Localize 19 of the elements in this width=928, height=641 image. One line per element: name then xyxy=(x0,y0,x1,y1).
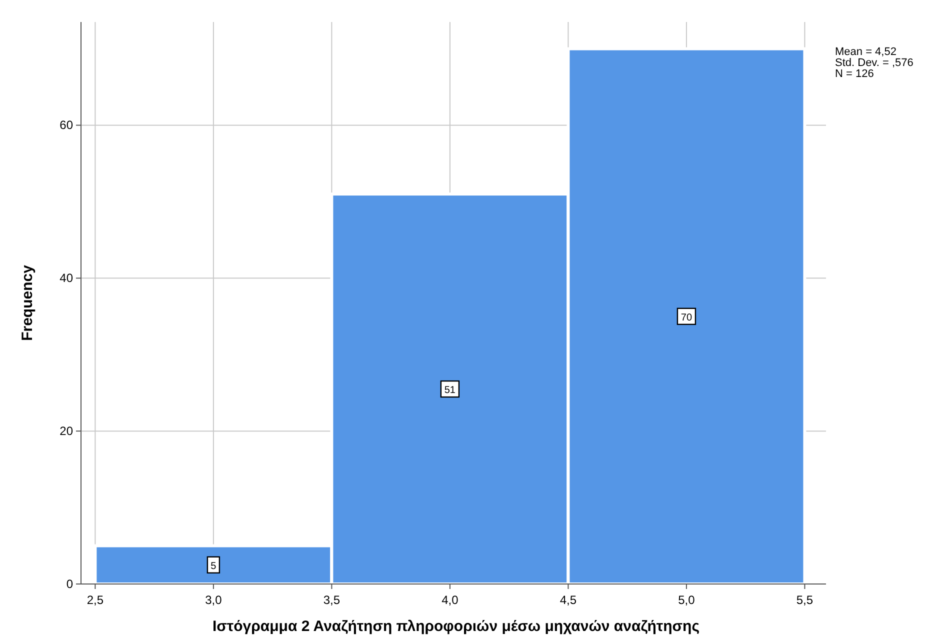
data-label: 70 xyxy=(680,312,692,324)
y-tick-label: 40 xyxy=(60,271,74,286)
text: Mean = 4,52 xyxy=(835,46,896,58)
x-tick-label: 5,0 xyxy=(678,593,696,607)
x-tick-label: 2,5 xyxy=(86,593,104,607)
y-tick-label: 20 xyxy=(60,424,74,438)
x-tick-label: 3,5 xyxy=(323,593,340,607)
text: Std. Dev. = ,576 xyxy=(835,57,914,69)
x-tick-label: 4,5 xyxy=(560,593,577,607)
y-tick-label: 0 xyxy=(66,577,74,591)
text: N = 126 xyxy=(835,68,874,80)
data-label: 5 xyxy=(210,560,217,572)
x-axis-title: Ιστόγραμμα 2 Αναζήτηση πληροφοριών μέσω μηχανών αναζήτησης xyxy=(212,618,700,635)
x-tick-label: 5,5 xyxy=(796,593,814,607)
y-axis-title: Frequency xyxy=(19,264,36,341)
data-label: 51 xyxy=(444,385,456,396)
y-tick-label: 60 xyxy=(60,118,74,132)
x-tick-label: 3,0 xyxy=(205,593,222,607)
x-tick-label: 4,0 xyxy=(442,593,459,607)
